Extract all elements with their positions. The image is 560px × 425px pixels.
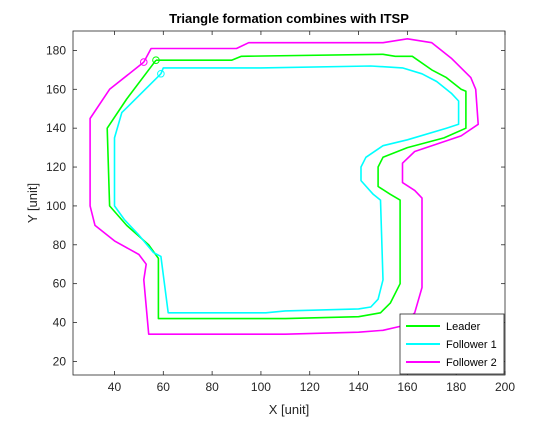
- x-tick-label: 60: [157, 380, 171, 394]
- x-tick-label: 160: [397, 380, 417, 394]
- series-start-marker-2: [157, 69, 165, 78]
- y-tick-label: 160: [46, 82, 66, 96]
- series-line-1: [106, 53, 467, 320]
- x-tick-label: 140: [349, 380, 369, 394]
- y-axis-label: Y [unit]: [25, 183, 40, 223]
- y-tick-label: 80: [53, 238, 67, 252]
- legend-label-2: Follower 1: [446, 339, 497, 351]
- series-start-marker-3: [139, 58, 148, 66]
- y-tick-label: 140: [46, 121, 66, 135]
- series-start-marker-1: [152, 56, 160, 64]
- x-tick-label: 200: [495, 380, 515, 394]
- y-tick-label: 120: [46, 160, 66, 174]
- x-tick-label: 180: [446, 380, 466, 394]
- x-tick-label: 40: [108, 380, 122, 394]
- legend-label-3: Follower 2: [446, 357, 497, 369]
- legend: Leader Follower 1 Follower 2: [399, 313, 505, 375]
- x-tick-label: 100: [251, 380, 271, 394]
- x-tick-label: 120: [300, 380, 320, 394]
- y-tick-label: 100: [46, 199, 66, 213]
- x-tick-label: 80: [205, 380, 219, 394]
- series-line-3: [89, 38, 479, 335]
- axes-box: [72, 30, 506, 376]
- x-axis-label: X [unit]: [269, 402, 309, 417]
- chart-title: Triangle formation combines with ITSP: [169, 11, 409, 26]
- y-tick-label: 180: [46, 43, 66, 57]
- y-tick-label: 60: [53, 277, 67, 291]
- series-line-2: [113, 65, 460, 314]
- legend-label-1: Leader: [446, 321, 481, 333]
- y-tick-label: 40: [53, 316, 67, 330]
- y-tick-label: 20: [53, 354, 67, 368]
